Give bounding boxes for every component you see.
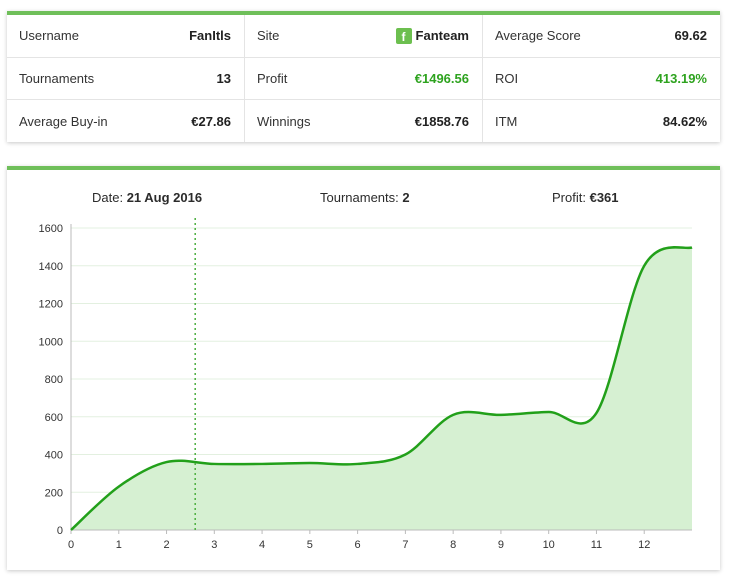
x-tick-label: 5 (307, 539, 313, 551)
hover-date-value: 21 Aug 2016 (126, 190, 203, 205)
x-tick-label: 8 (450, 539, 456, 551)
hover-tournaments-label: Tournaments: (320, 190, 399, 205)
stat-username: Username FanItls (7, 15, 244, 58)
stat-value: €1858.76 (414, 113, 469, 129)
y-tick-label: 400 (45, 450, 63, 462)
stat-winnings: Winnings €1858.76 (245, 100, 482, 142)
stat-value: 69.62 (674, 28, 707, 44)
stat-value: FanItls (189, 28, 231, 44)
stat-profit: Profit €1496.56 (245, 58, 482, 101)
y-tick-label: 1600 (39, 223, 63, 235)
stat-value: f Fanteam (395, 27, 469, 44)
x-tick-label: 11 (591, 539, 602, 551)
chart-tooltip-header: Date: 21 Aug 2016 Tournaments: 2 Profit:… (7, 190, 720, 206)
stat-average-buy-in: Average Buy-in €27.86 (7, 100, 244, 142)
stat-label: Winnings (257, 113, 311, 129)
y-tick-label: 1400 (39, 261, 63, 273)
stat-itm: ITM 84.62% (483, 100, 720, 142)
stat-value: €1496.56 (414, 71, 469, 86)
area-fill (71, 247, 692, 530)
y-tick-label: 0 (57, 525, 63, 537)
hover-date-label: Date: (92, 190, 124, 205)
fanteam-logo-icon: f (395, 27, 412, 44)
y-tick-label: 200 (45, 487, 63, 499)
stat-average-score: Average Score 69.62 (483, 15, 720, 58)
stat-value: €27.86 (191, 113, 231, 129)
stat-tournaments: Tournaments 13 (7, 58, 244, 101)
hover-tournaments: Tournaments: 2 (320, 190, 410, 205)
stat-value: 84.62% (662, 113, 707, 129)
stat-value: 413.19% (655, 71, 707, 86)
profit-line (70, 245, 693, 531)
x-tick-label: 4 (259, 539, 265, 551)
stat-label: Site (257, 28, 280, 44)
stat-site: Site f Fanteam (245, 15, 482, 58)
stat-label: Average Score (495, 28, 581, 44)
stat-label: Profit (257, 71, 288, 86)
hover-profit-label: Profit: (552, 190, 586, 205)
x-tick-label: 2 (163, 539, 169, 551)
stats-column-2: Site f Fanteam Profit €1496.56 Winnings … (245, 15, 483, 142)
stat-roi: ROI 413.19% (483, 58, 720, 101)
x-tick-label: 3 (211, 539, 217, 551)
stat-label: Average Buy-in (19, 113, 108, 129)
y-tick-label: 1000 (39, 336, 63, 348)
stats-column-3: Average Score 69.62 ROI 413.19% ITM 84.6… (483, 15, 720, 142)
x-tick-label: 6 (355, 539, 361, 551)
x-tick-label: 10 (543, 539, 555, 551)
stats-panel: Username FanItls Tournaments 13 Average … (7, 11, 720, 142)
x-tick-label: 7 (402, 539, 408, 551)
hover-profit-value: €361 (589, 190, 619, 205)
y-tick-label: 800 (45, 374, 63, 386)
stats-column-1: Username FanItls Tournaments 13 Average … (7, 15, 245, 142)
stat-label: ROI (495, 71, 519, 86)
site-name: Fanteam (415, 28, 469, 44)
y-tick-label: 600 (45, 412, 63, 424)
hover-profit: Profit: €361 (552, 190, 619, 205)
y-tick-label: 1200 (39, 299, 63, 311)
x-tick-label: 1 (116, 539, 122, 551)
x-tick-label: 12 (638, 539, 650, 551)
stat-label: ITM (495, 113, 518, 129)
profit-chart-panel: Date: 21 Aug 2016 Tournaments: 2 Profit:… (7, 166, 720, 570)
hover-date: Date: 21 Aug 2016 (92, 190, 202, 205)
hover-tournaments-value: 2 (402, 190, 410, 205)
x-tick-label: 0 (68, 539, 74, 551)
stat-label: Tournaments (19, 71, 95, 86)
x-tick-label: 9 (498, 539, 504, 551)
stat-value: 13 (216, 71, 231, 86)
stat-label: Username (19, 28, 79, 44)
